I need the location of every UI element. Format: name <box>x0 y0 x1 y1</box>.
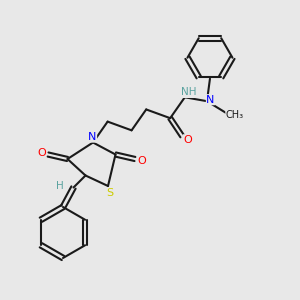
Text: O: O <box>183 135 192 145</box>
Text: N: N <box>206 95 215 105</box>
Text: O: O <box>37 148 46 158</box>
Text: N: N <box>88 132 97 142</box>
Text: H: H <box>56 181 64 191</box>
Text: CH₃: CH₃ <box>226 110 244 120</box>
Text: S: S <box>106 188 113 199</box>
Text: O: O <box>137 155 146 166</box>
Text: NH: NH <box>181 88 196 98</box>
